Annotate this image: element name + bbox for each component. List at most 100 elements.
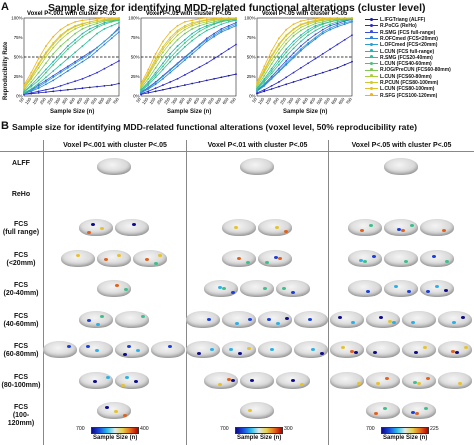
series-point bbox=[154, 52, 157, 55]
series-point bbox=[343, 23, 346, 26]
series-point bbox=[52, 74, 55, 77]
series-point bbox=[191, 28, 194, 30]
activation-cluster bbox=[262, 287, 267, 290]
xtick-label: 650 bbox=[337, 96, 345, 105]
series-point bbox=[191, 23, 194, 26]
series-point bbox=[118, 28, 120, 30]
series-point bbox=[321, 32, 324, 35]
series-point bbox=[59, 45, 62, 47]
series-point bbox=[256, 81, 258, 83]
legend-item: R.SFG (FCS100-120mm) bbox=[365, 93, 437, 99]
colorbar-2-min: 700 bbox=[220, 426, 229, 432]
activation-cluster bbox=[236, 256, 241, 260]
series-point bbox=[37, 85, 40, 88]
series-point bbox=[299, 40, 302, 43]
activation-cluster bbox=[245, 260, 250, 264]
ytick-label: 0% bbox=[16, 94, 22, 99]
series-point bbox=[343, 21, 346, 24]
panel-a-legend: L.IFGTriang (ALFF) R.PoCG (ReHo) R.SMG (FC… bbox=[365, 17, 473, 101]
series-point bbox=[314, 17, 317, 20]
series-point bbox=[37, 79, 40, 82]
series-point bbox=[176, 52, 179, 55]
series-point bbox=[256, 91, 258, 94]
series-point bbox=[162, 40, 164, 43]
legend-item: L.IFGTriang (ALFF) bbox=[365, 17, 425, 23]
legend-label: L.CUN (FCS80-100mm) bbox=[380, 86, 435, 93]
series-point bbox=[299, 26, 302, 29]
series-point bbox=[343, 17, 346, 19]
brain-surface bbox=[239, 158, 274, 175]
brain-surface bbox=[401, 310, 436, 328]
activation-cluster bbox=[396, 228, 401, 231]
series-point bbox=[213, 21, 215, 23]
activation-cluster bbox=[145, 257, 149, 261]
series-point bbox=[278, 70, 280, 72]
series-point bbox=[37, 90, 40, 93]
series-line-4 bbox=[23, 31, 120, 95]
series-point bbox=[118, 60, 120, 62]
brain-surface bbox=[383, 249, 418, 267]
brain-surface bbox=[79, 310, 113, 328]
series-point bbox=[147, 87, 150, 90]
series-point bbox=[59, 74, 62, 77]
series-point bbox=[299, 24, 302, 26]
series-point bbox=[154, 71, 157, 74]
series-point bbox=[227, 21, 230, 23]
series-point bbox=[45, 83, 47, 86]
xtick-label: 650 bbox=[104, 96, 112, 105]
legend-item: R.IOG/PreCUN (FCS60-80mm) bbox=[365, 67, 451, 73]
series-point bbox=[321, 28, 324, 31]
series-point bbox=[292, 43, 295, 46]
series-point bbox=[285, 38, 288, 41]
series-point bbox=[81, 32, 84, 35]
series-point bbox=[162, 65, 164, 68]
series-point bbox=[147, 68, 150, 71]
series-point bbox=[183, 24, 186, 27]
xtick-label: 600 bbox=[214, 96, 222, 105]
activation-cluster bbox=[121, 383, 125, 387]
activation-cluster bbox=[209, 348, 214, 351]
series-point bbox=[88, 51, 91, 54]
brain-surface bbox=[79, 219, 113, 236]
series-point bbox=[45, 45, 47, 47]
series-point bbox=[183, 28, 186, 31]
ytick-label: 100% bbox=[11, 16, 22, 21]
series-point bbox=[314, 22, 317, 25]
series-point bbox=[191, 32, 194, 35]
activation-cluster bbox=[196, 352, 201, 355]
series-point bbox=[213, 57, 215, 60]
series-point bbox=[278, 60, 280, 63]
series-point bbox=[154, 81, 157, 84]
series-point bbox=[74, 88, 77, 90]
series-point bbox=[183, 26, 186, 29]
series-point bbox=[351, 20, 353, 23]
brain-surface bbox=[437, 341, 472, 358]
ytick-label: 0% bbox=[133, 94, 139, 99]
legend-label: L.IFGTriang (ALFF) bbox=[380, 17, 426, 23]
brain-surface bbox=[365, 402, 400, 419]
series-point bbox=[278, 37, 280, 40]
series-point bbox=[307, 18, 310, 21]
series-point bbox=[30, 84, 33, 86]
series-point bbox=[23, 91, 25, 93]
brain-surface bbox=[97, 158, 131, 175]
activation-cluster bbox=[290, 291, 295, 294]
col-divider-1 bbox=[43, 140, 44, 445]
ytick-label: 75% bbox=[14, 35, 23, 40]
series-point bbox=[52, 63, 55, 66]
series-point bbox=[154, 60, 157, 62]
series-point bbox=[96, 71, 98, 74]
brain-surface bbox=[239, 280, 274, 297]
activation-cluster bbox=[349, 350, 354, 353]
series-line-1 bbox=[23, 83, 120, 95]
series-point bbox=[270, 84, 273, 87]
row-divider bbox=[0, 151, 474, 152]
series-point bbox=[198, 28, 201, 30]
series-point bbox=[30, 88, 33, 90]
series-point bbox=[52, 60, 55, 63]
series-point bbox=[213, 23, 215, 26]
series-point bbox=[292, 71, 295, 74]
series-point bbox=[162, 84, 164, 86]
series-point bbox=[292, 52, 295, 54]
brain-surface bbox=[365, 310, 400, 328]
